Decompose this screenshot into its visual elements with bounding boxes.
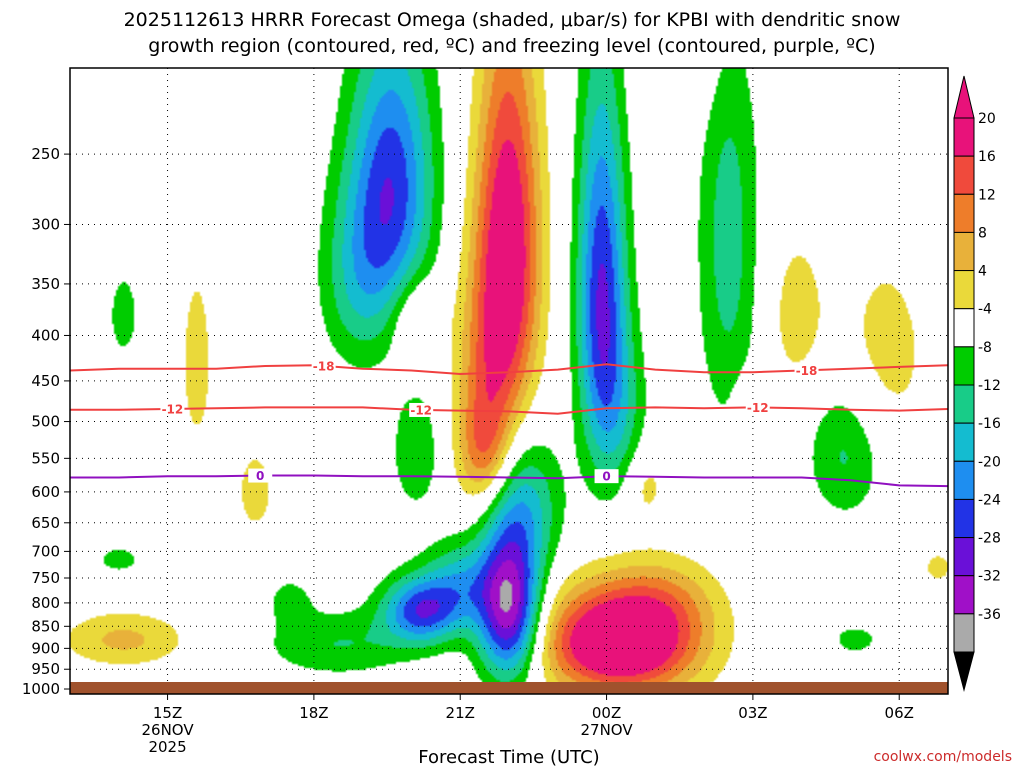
colorbar-label-12: 12: [978, 187, 996, 203]
isotherm-line-0: [70, 474, 948, 488]
colorbar-swatch-20: [953, 117, 975, 157]
colorbar-swatch-8: [953, 231, 975, 272]
chart-title-line2: growth region (contoured, red, ºC) and f…: [148, 35, 875, 57]
x-tick-date-15Z: 26NOV: [141, 721, 194, 739]
colorbar-swatch--24: [953, 498, 975, 539]
colorbar-label--8: -8: [978, 340, 992, 356]
y-tick-label-900: 900: [31, 639, 60, 657]
colorbar-swatch--16: [953, 422, 975, 462]
isotherm-contours: -18 -18 -12 -12 -12 0 0: [70, 358, 948, 488]
colorbar-label-8: 8: [978, 225, 987, 241]
y-tick-label-300: 300: [31, 215, 60, 233]
isotherm-label--12: -12: [410, 403, 432, 417]
y-tick-label-500: 500: [31, 413, 60, 431]
x-tick-label-18Z: 18Z: [299, 704, 328, 722]
y-tick-label-350: 350: [31, 275, 60, 293]
colorbar-swatch-12: [953, 193, 975, 233]
x-tick-label-03Z: 03Z: [738, 704, 767, 722]
plot-area: -18 -18 -12 -12 -12 0 0: [70, 68, 948, 694]
colorbar-swatch--36: [953, 613, 975, 653]
y-tick-label-700: 700: [31, 542, 60, 560]
x-tick-label-00Z: 00Z: [592, 704, 621, 722]
terrain-strip: [70, 682, 948, 694]
x-tick-label-21Z: 21Z: [446, 704, 475, 722]
chart-title-line1: 2025112613 HRRR Forecast Omega (shaded, …: [124, 9, 901, 31]
isotherm-label-0: 0: [602, 470, 610, 484]
isotherm-label-bg-0: [594, 469, 619, 484]
y-tick-label-250: 250: [31, 145, 60, 163]
isotherm-label-bg--12: [745, 400, 770, 415]
colorbar-swatch--32: [953, 575, 975, 615]
colorbar-swatch--4: [953, 308, 975, 348]
colorbar-swatch--8: [953, 346, 975, 386]
y-tick-label-450: 450: [31, 372, 60, 390]
y-axis: 250 300 350 400 450 500 550 600 650 700 750 800 850 9…: [22, 145, 70, 698]
y-tick-label-800: 800: [31, 594, 60, 612]
isotherm-label-0: 0: [256, 469, 264, 483]
colorbar-label--36: -36: [978, 607, 1001, 623]
colorbar-bottom-arrow: [953, 651, 975, 692]
isotherm-label--18: -18: [796, 364, 818, 378]
colorbar-swatch--28: [953, 537, 975, 577]
x-tick-label-06Z: 06Z: [885, 704, 914, 722]
y-tick-label-750: 750: [31, 569, 60, 587]
isotherm-line--12: [70, 406, 948, 415]
credit-text: coolwx.com/models: [874, 749, 1012, 765]
y-tick-label-650: 650: [31, 514, 60, 532]
isotherm-label--18: -18: [313, 359, 335, 373]
colorbar-label-16: 16: [978, 149, 996, 165]
colorbar-swatch-16: [953, 155, 975, 195]
colorbar-label--24: -24: [978, 492, 1001, 508]
colorbar-label--4: -4: [978, 302, 992, 318]
isotherm-label-bg--12: [160, 401, 185, 416]
isotherm-label-bg--18: [794, 363, 819, 378]
x-axis-title: Forecast Time (UTC): [418, 747, 599, 768]
y-tick-label-1000: 1000: [22, 680, 60, 698]
colorbar-label--20: -20: [978, 454, 1001, 470]
y-tick-label-550: 550: [31, 449, 60, 467]
y-tick-label-600: 600: [31, 483, 60, 501]
colorbar: 20 16 12 8 4 -4 -8 -12 -16 -20 -24 -28 -32 -36: [953, 75, 1001, 692]
colorbar-label--12: -12: [978, 378, 1001, 394]
colorbar-top-arrow: [953, 75, 975, 119]
x-tick-year-15Z: 2025: [148, 738, 186, 756]
isotherm-label-bg--18: [311, 358, 336, 373]
isotherm-label-bg--12: [409, 402, 434, 417]
colorbar-label--32: -32: [978, 569, 1001, 585]
colorbar-swatch--20: [953, 460, 975, 500]
y-tick-label-850: 850: [31, 617, 60, 635]
colorbar-swatch--12: [953, 384, 975, 424]
colorbar-label-4: 4: [978, 264, 987, 280]
colorbar-label--16: -16: [978, 416, 1001, 432]
isotherm-label--12: -12: [747, 401, 769, 415]
isotherm-label-bg-0: [248, 468, 273, 483]
x-tick-label-15Z: 15Z: [153, 704, 182, 722]
y-tick-label-950: 950: [31, 660, 60, 678]
y-tick-label-400: 400: [31, 326, 60, 344]
isotherm-label--12: -12: [162, 402, 184, 416]
colorbar-swatch-4: [953, 270, 975, 310]
x-tick-date-00Z: 27NOV: [580, 721, 633, 739]
colorbar-label--28: -28: [978, 531, 1001, 547]
colorbar-label-20: 20: [978, 111, 996, 127]
